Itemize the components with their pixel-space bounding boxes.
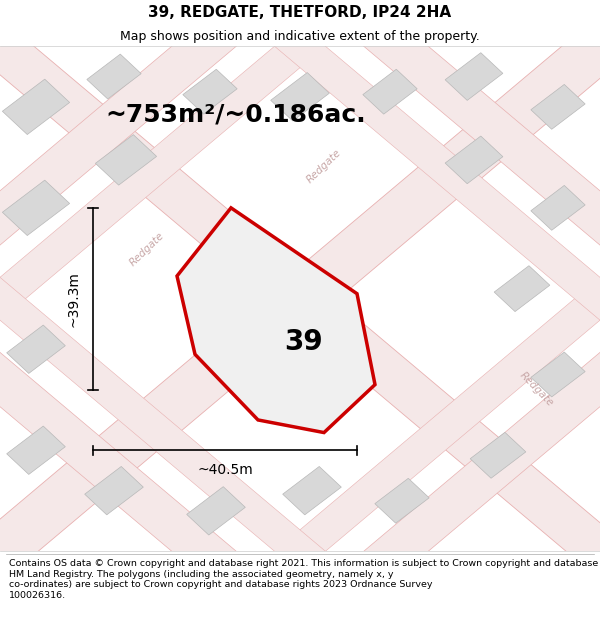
Polygon shape <box>7 426 65 474</box>
Text: ~40.5m: ~40.5m <box>197 464 253 478</box>
Polygon shape <box>283 466 341 515</box>
Text: Redgate: Redgate <box>305 148 343 185</box>
Text: 39, REDGATE, THETFORD, IP24 2HA: 39, REDGATE, THETFORD, IP24 2HA <box>148 5 452 20</box>
Polygon shape <box>187 487 245 535</box>
Polygon shape <box>7 325 65 373</box>
Polygon shape <box>531 84 585 129</box>
Polygon shape <box>2 180 70 236</box>
Polygon shape <box>87 54 141 99</box>
Polygon shape <box>494 266 550 312</box>
Text: Redgate: Redgate <box>518 371 556 409</box>
Text: ~753m²/~0.186ac.: ~753m²/~0.186ac. <box>105 102 365 126</box>
Text: Redgate: Redgate <box>128 231 166 268</box>
Polygon shape <box>470 432 526 478</box>
Polygon shape <box>445 136 503 184</box>
Polygon shape <box>531 352 585 397</box>
Polygon shape <box>85 466 143 515</box>
Polygon shape <box>183 69 237 114</box>
Polygon shape <box>445 52 503 101</box>
Polygon shape <box>375 478 429 523</box>
Polygon shape <box>271 72 329 121</box>
Polygon shape <box>177 208 375 432</box>
Text: Map shows position and indicative extent of the property.: Map shows position and indicative extent… <box>120 29 480 42</box>
Polygon shape <box>233 301 313 367</box>
Text: 39: 39 <box>284 328 322 356</box>
Polygon shape <box>363 69 417 114</box>
Polygon shape <box>95 134 157 185</box>
Polygon shape <box>2 79 70 134</box>
Polygon shape <box>531 186 585 230</box>
Text: Contains OS data © Crown copyright and database right 2021. This information is : Contains OS data © Crown copyright and d… <box>9 559 600 599</box>
Text: ~39.3m: ~39.3m <box>67 271 81 327</box>
